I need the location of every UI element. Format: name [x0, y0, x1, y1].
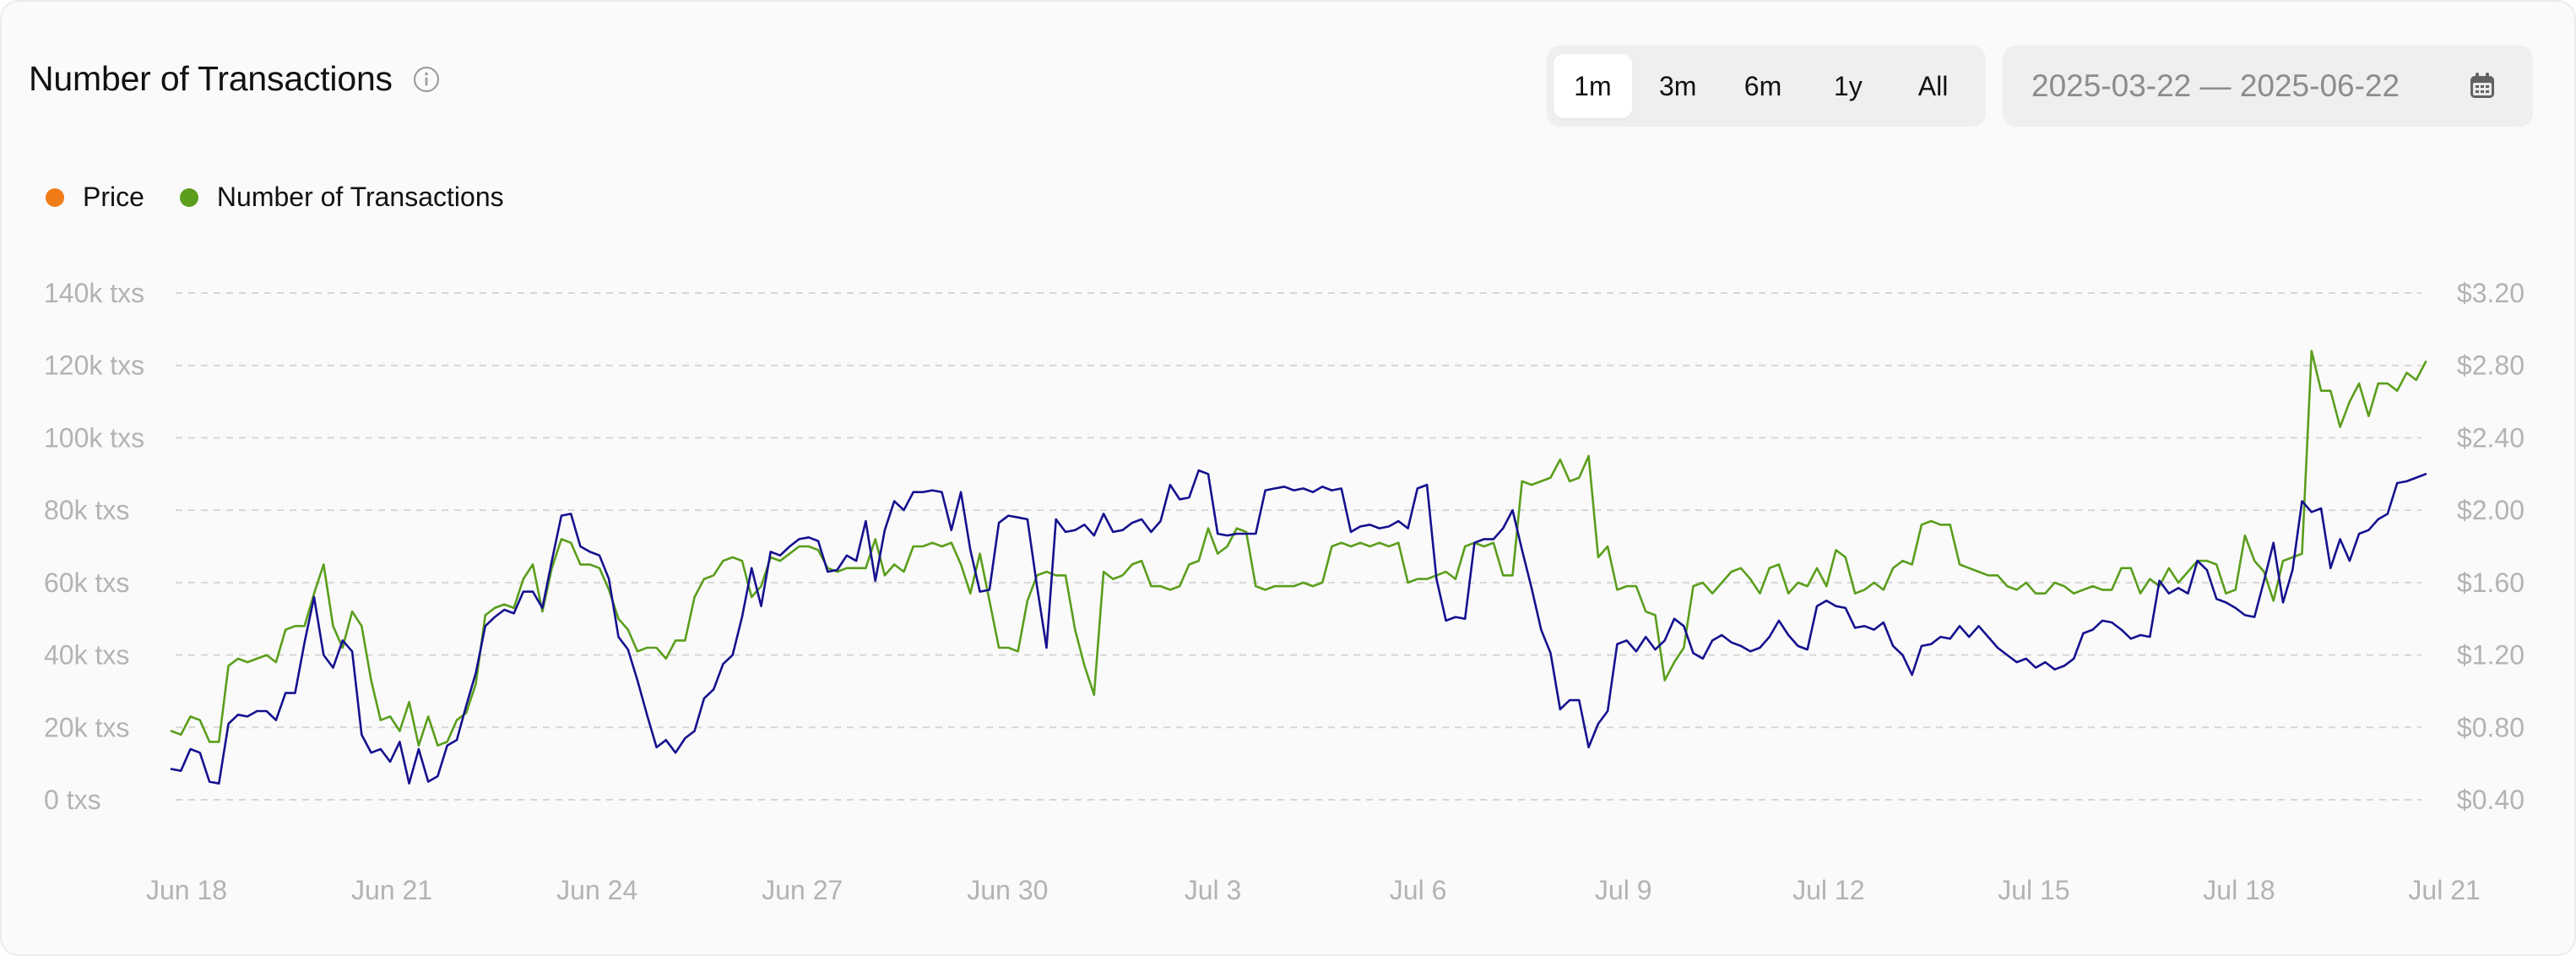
range-button-1y[interactable]: 1y [1833, 70, 1863, 101]
x-tick-label: Jun 30 [967, 875, 1048, 905]
range-button-6m[interactable]: 6m [1744, 70, 1782, 101]
range-button-3m[interactable]: 3m [1658, 70, 1697, 101]
legend-item-price[interactable]: Price [46, 182, 144, 213]
y-left-tick-label: 40k txs [44, 640, 129, 671]
range-button-1m[interactable]: 1m [1554, 54, 1632, 118]
title-row: Number of Transactions [29, 59, 440, 99]
chart-title: Number of Transactions [29, 59, 393, 98]
y-left-tick-label: 60k txs [44, 568, 129, 598]
x-tick-label: Jul 9 [1595, 875, 1652, 905]
legend-label-transactions: Number of Transactions [216, 182, 504, 212]
x-tick-label: Jul 12 [1792, 875, 1864, 905]
x-tick-label: Jul 15 [1998, 875, 2069, 905]
y-right-tick-label: $1.20 [2457, 640, 2524, 671]
y-left-tick-label: 100k txs [44, 422, 144, 453]
time-range-selector: 1m 3m 6m 1y All [1547, 46, 1986, 127]
x-tick-label: Jul 21 [2408, 875, 2480, 905]
x-tick-label: Jul 18 [2203, 875, 2275, 905]
y-left-tick-label: 140k txs [44, 278, 144, 308]
y-right-tick-label: $0.40 [2457, 785, 2524, 815]
y-right-tick-label: $2.40 [2457, 422, 2524, 453]
range-button-all[interactable]: All [1917, 70, 1949, 101]
y-right-tick-label: $1.60 [2457, 568, 2524, 598]
x-tick-label: Jun 18 [146, 875, 227, 905]
info-circle-icon[interactable] [413, 66, 440, 93]
legend-item-transactions[interactable]: Number of Transactions [179, 182, 504, 213]
chart-legend: Price Number of Transactions [46, 182, 540, 213]
legend-label-price: Price [83, 182, 144, 212]
y-left-tick-label: 120k txs [44, 350, 144, 381]
date-range-picker[interactable]: 2025-03-22 — 2025-06-22 [2003, 46, 2533, 127]
x-tick-label: Jun 27 [762, 875, 843, 905]
y-left-tick-label: 0 txs [44, 785, 101, 815]
series-line-price [170, 469, 2427, 785]
x-tick-label: Jul 3 [1185, 875, 1242, 905]
y-right-tick-label: $0.80 [2457, 712, 2524, 742]
series-line-transactions [170, 350, 2427, 747]
y-right-tick-label: $2.80 [2457, 350, 2524, 381]
legend-dot-transactions [179, 187, 198, 207]
y-right-tick-label: $3.20 [2457, 278, 2524, 308]
x-tick-label: Jun 24 [556, 875, 637, 905]
y-left-tick-label: 20k txs [44, 712, 129, 742]
x-tick-label: Jun 21 [351, 875, 432, 905]
calendar-icon[interactable] [2467, 71, 2497, 101]
y-right-tick-label: $2.00 [2457, 495, 2524, 525]
y-left-tick-label: 80k txs [44, 495, 129, 525]
date-range-text: 2025-03-22 — 2025-06-22 [2031, 68, 2400, 103]
legend-dot-price [46, 187, 64, 207]
x-tick-label: Jul 6 [1390, 875, 1447, 905]
